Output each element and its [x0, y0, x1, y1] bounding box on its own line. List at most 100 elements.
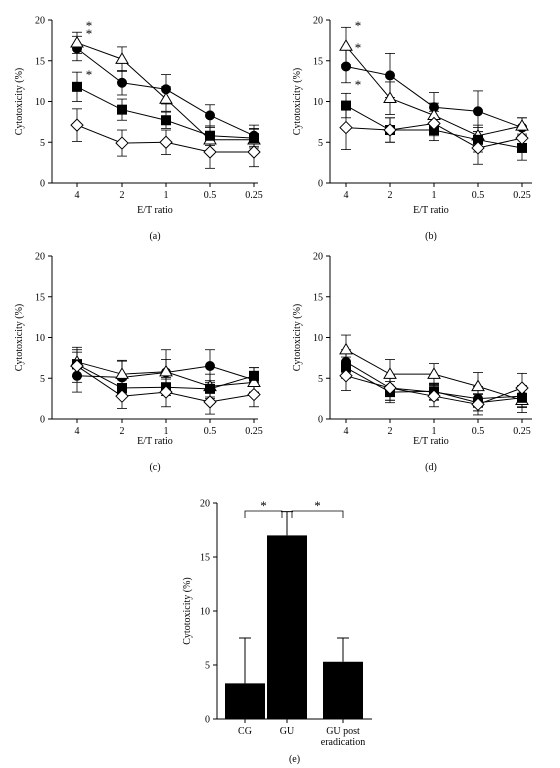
x-tick-label: 0.5	[472, 426, 485, 437]
y-tick-label: 15	[35, 56, 45, 67]
data-point-open-diamond	[383, 123, 397, 137]
data-point-open-diamond	[339, 369, 353, 383]
y-tick-label: 5	[40, 138, 45, 149]
data-point-open-triangle	[383, 91, 397, 103]
bar	[323, 661, 363, 719]
data-point-open-diamond	[427, 389, 441, 403]
y-tick-label: 5	[40, 374, 45, 385]
y-tick-label: 10	[35, 97, 45, 108]
data-point-filled-square	[161, 115, 171, 126]
y-axis-title: Cytotoxicity (%)	[14, 68, 25, 136]
x-tick-label: 0.25	[513, 190, 531, 201]
data-point-open-diamond	[159, 385, 173, 399]
y-tick-label: 0	[318, 415, 323, 426]
x-tick-label: 4	[75, 190, 80, 201]
significance-star: *	[355, 40, 362, 55]
significance-star: *	[355, 77, 362, 92]
data-point-filled-square	[249, 370, 259, 381]
data-point-open-diamond	[203, 395, 217, 409]
data-point-open-diamond	[427, 116, 441, 131]
data-point-open-diamond	[515, 131, 529, 145]
data-point-filled-circle	[205, 361, 215, 372]
y-tick-label: 10	[200, 607, 210, 618]
x-tick-label: 1	[432, 190, 437, 201]
y-tick-label: 0	[205, 715, 210, 726]
y-tick-label: 20	[313, 252, 323, 263]
significance-star: *	[355, 18, 362, 33]
data-point-open-diamond	[471, 141, 485, 155]
y-axis-title: Cytotoxicity (%)	[14, 304, 25, 372]
data-point-open-triangle	[515, 118, 529, 131]
y-tick-label: 10	[313, 97, 323, 108]
significance-bracket	[244, 510, 283, 518]
x-tick-label: 2	[120, 190, 125, 201]
panel-label: (d)	[425, 462, 437, 473]
data-point-open-triangle	[383, 367, 397, 379]
data-point-filled-circle	[341, 61, 351, 72]
data-point-open-diamond	[70, 118, 84, 132]
significance-star: *	[260, 498, 267, 513]
panel-label: (a)	[149, 231, 160, 242]
y-tick-label: 10	[35, 333, 45, 344]
y-tick-label: 10	[313, 333, 323, 344]
data-point-open-diamond	[247, 387, 261, 402]
x-tick-label: 2	[120, 426, 125, 437]
x-tick-label: GU post	[326, 726, 360, 737]
y-axis-title: Cytotoxicity (%)	[292, 304, 303, 372]
y-tick-label: 20	[35, 252, 45, 263]
data-point-open-diamond	[115, 389, 129, 403]
y-tick-label: 0	[40, 415, 45, 426]
data-point-open-diamond	[515, 381, 529, 395]
x-tick-label: CG	[238, 726, 252, 737]
data-point-filled-circle	[473, 106, 483, 117]
x-tick-label: 0.25	[513, 426, 531, 437]
data-point-open-diamond	[247, 145, 261, 159]
data-point-filled-circle	[385, 70, 395, 81]
significance-star: *	[86, 67, 93, 82]
data-point-open-triangle	[471, 379, 485, 392]
data-point-open-triangle	[159, 364, 173, 377]
data-point-filled-square	[249, 133, 259, 144]
data-point-open-diamond	[70, 359, 84, 373]
data-point-filled-square	[205, 383, 215, 394]
data-point-filled-square	[341, 100, 351, 111]
data-point-filled-circle	[117, 77, 127, 88]
x-tick-label: 2	[388, 426, 393, 437]
data-point-filled-square	[117, 104, 127, 115]
y-tick-label: 5	[205, 661, 210, 672]
data-point-filled-square	[72, 81, 82, 92]
x-tick-label: 0.5	[204, 426, 217, 437]
x-tick-label: 0.5	[472, 190, 485, 201]
y-tick-label: 5	[318, 138, 323, 149]
y-tick-label: 15	[200, 553, 210, 564]
significance-bracket	[291, 510, 344, 518]
y-axis-title: Cytotoxicity (%)	[292, 68, 303, 136]
y-tick-label: 0	[318, 179, 323, 190]
x-axis-title: E/T ratio	[137, 436, 173, 447]
x-tick-label: 0.25	[245, 426, 263, 437]
y-tick-label: 20	[313, 16, 323, 27]
data-point-filled-square	[205, 130, 215, 141]
y-tick-label: 20	[200, 499, 210, 510]
significance-star: *	[86, 18, 93, 33]
x-tick-label: 1	[164, 190, 169, 201]
data-point-open-triangle	[247, 375, 261, 388]
data-point-open-triangle	[339, 39, 353, 51]
y-axis-title: Cytotoxicity (%)	[182, 577, 193, 645]
y-tick-label: 15	[313, 292, 323, 303]
x-axis-title: E/T ratio	[413, 436, 449, 447]
data-point-open-triangle	[70, 35, 84, 48]
y-tick-label: 0	[40, 179, 45, 190]
x-axis-title: E/T ratio	[137, 205, 173, 216]
data-point-open-diamond	[339, 120, 353, 135]
data-point-open-triangle	[339, 342, 353, 355]
x-tick-label: 1	[164, 426, 169, 437]
panel-label: (b)	[425, 231, 437, 242]
x-axis-title: E/T ratio	[413, 205, 449, 216]
y-tick-label: 20	[35, 16, 45, 27]
panel-label: (e)	[289, 754, 300, 765]
x-tick-label: GU	[280, 726, 295, 737]
significance-star: *	[314, 498, 321, 513]
y-tick-label: 5	[318, 374, 323, 385]
